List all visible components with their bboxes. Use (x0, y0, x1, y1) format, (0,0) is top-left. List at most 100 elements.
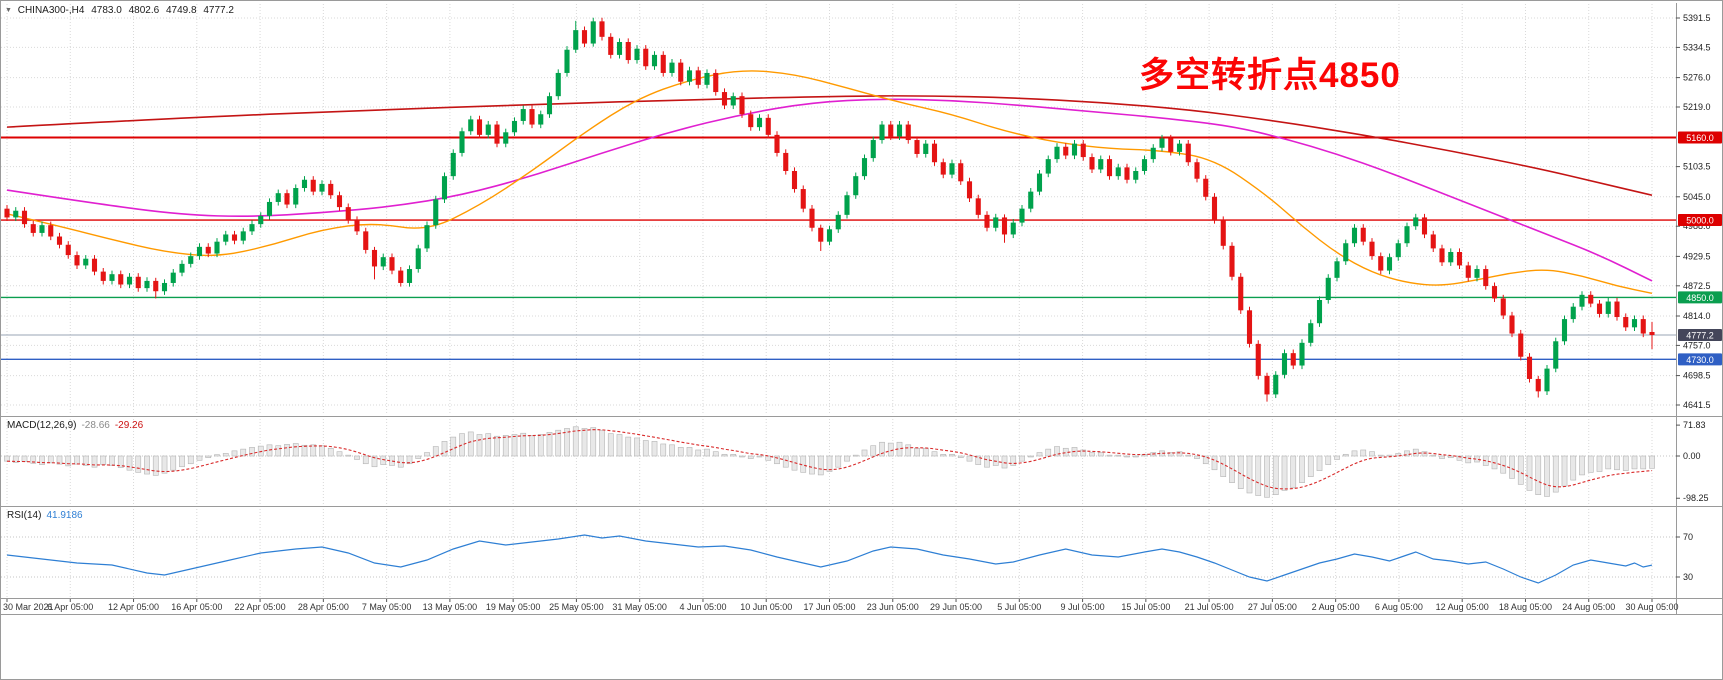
macd-bar (170, 455, 177, 471)
macd-bar (905, 444, 912, 457)
price-badge-label: 4730.0 (1686, 355, 1714, 365)
macd-bar (511, 434, 518, 457)
macd-bar (1544, 455, 1550, 497)
price-badge-label: 5000.0 (1686, 216, 1714, 226)
candle-body (284, 193, 290, 205)
candle-body (564, 49, 570, 73)
candle-body (450, 152, 456, 177)
price-tick-label: 5334.5 (1683, 42, 1711, 52)
macd-bar (756, 455, 763, 458)
candle-body (1028, 191, 1034, 209)
candle-body (336, 195, 343, 208)
candle-body (1605, 301, 1611, 314)
macd-bar (1106, 454, 1113, 457)
macd-bar (1465, 455, 1472, 464)
candle-body (74, 255, 80, 266)
macd-bar (1080, 449, 1087, 457)
macd-bar (152, 455, 159, 476)
macd-bar (135, 455, 142, 473)
macd-bar (931, 451, 938, 457)
macd-bar (284, 444, 290, 457)
candle-body (135, 276, 141, 289)
macd-pane[interactable] (4, 426, 1655, 498)
chart-annotation-text: 多空转折点4850 (1139, 56, 1401, 95)
macd-bar (949, 453, 955, 457)
gridlines (1, 4, 1676, 597)
candle-body (476, 119, 483, 135)
candle-body (1220, 220, 1226, 246)
candle-body (1579, 294, 1585, 307)
candle-body (328, 183, 334, 196)
time-tick-label: 28 Apr 05:00 (298, 602, 349, 612)
candle-body (1413, 217, 1419, 227)
macd-bar (301, 444, 308, 457)
time-tick-label: 2 Aug 05:00 (1312, 602, 1360, 612)
candle-body (538, 114, 544, 125)
macd-bar (590, 427, 597, 457)
price-axis[interactable]: 5391.5 5334.5 5276.0 5219.0 5103.5 5045.0 4988… (1676, 13, 1722, 410)
candle-body (616, 41, 623, 55)
candle-body (879, 124, 885, 141)
candle-body (1063, 146, 1069, 156)
macd-bar (765, 455, 772, 461)
collapse-triangle-icon[interactable]: ▼ (5, 7, 12, 14)
macd-bar (109, 455, 115, 466)
candle-body (1246, 310, 1253, 344)
candle-body (91, 258, 98, 272)
price-badge (1678, 291, 1722, 304)
candle-body (608, 36, 614, 55)
macd-bar (1010, 455, 1017, 466)
candle-body (503, 132, 509, 144)
symbol-name: CHINA300-,H4 (17, 5, 85, 16)
ma-mid-magenta (6, 98, 1653, 282)
macd-bar (432, 446, 439, 457)
candle-body (380, 257, 386, 267)
candle-body (993, 217, 999, 228)
price-hlines[interactable] (1, 136, 1676, 361)
macd-indicator-label: MACD(12,26,9) -28.66 -29.26 (7, 420, 143, 431)
time-tick-label: 30 Aug 05:00 (1625, 602, 1678, 612)
candle-body (1185, 143, 1191, 163)
candle-body (1071, 143, 1078, 156)
candle-body (310, 179, 316, 192)
candle-body (590, 21, 596, 44)
time-tick-label: 29 Jun 05:00 (930, 602, 982, 612)
macd-bar (1640, 455, 1647, 470)
candle-body (433, 199, 439, 226)
candle-body (861, 158, 868, 177)
time-tick-label: 12 Apr 05:00 (108, 602, 159, 612)
macd-bar (1430, 454, 1437, 457)
indicator-axis[interactable]: 71.83 0.00 -98.25 70 30 (1676, 420, 1709, 582)
candle-body (791, 170, 798, 190)
macd-bar (607, 433, 614, 457)
macd-bar (459, 433, 465, 457)
candle-body (1430, 234, 1436, 249)
candle-body (844, 195, 850, 215)
candle-body (319, 183, 325, 192)
price-tick-label: 4814.0 (1683, 311, 1711, 321)
macd-bar (879, 441, 885, 457)
candle-body (949, 163, 955, 175)
macd-bar (695, 449, 702, 457)
macd-bar (1404, 450, 1410, 457)
ma-slow-red (6, 95, 1653, 197)
candle-body (1360, 227, 1366, 242)
macd-bar (1596, 455, 1603, 472)
candle-body (643, 48, 649, 67)
candle-body (1115, 167, 1121, 177)
macd-bar (1185, 454, 1192, 457)
macd-bar (782, 455, 789, 468)
rsi-pane[interactable] (6, 534, 1653, 584)
candle-body (520, 109, 526, 121)
macd-bar (1509, 455, 1515, 479)
macd-bar (1587, 455, 1594, 473)
candle-body (240, 231, 246, 241)
time-tick-label: 25 May 05:00 (549, 602, 604, 612)
candle-body (1518, 333, 1524, 357)
macd-bar (1517, 455, 1524, 485)
time-tick-label: 15 Jul 05:00 (1121, 602, 1170, 612)
candles-layer[interactable] (4, 17, 1655, 402)
macd-bar (1561, 455, 1568, 487)
